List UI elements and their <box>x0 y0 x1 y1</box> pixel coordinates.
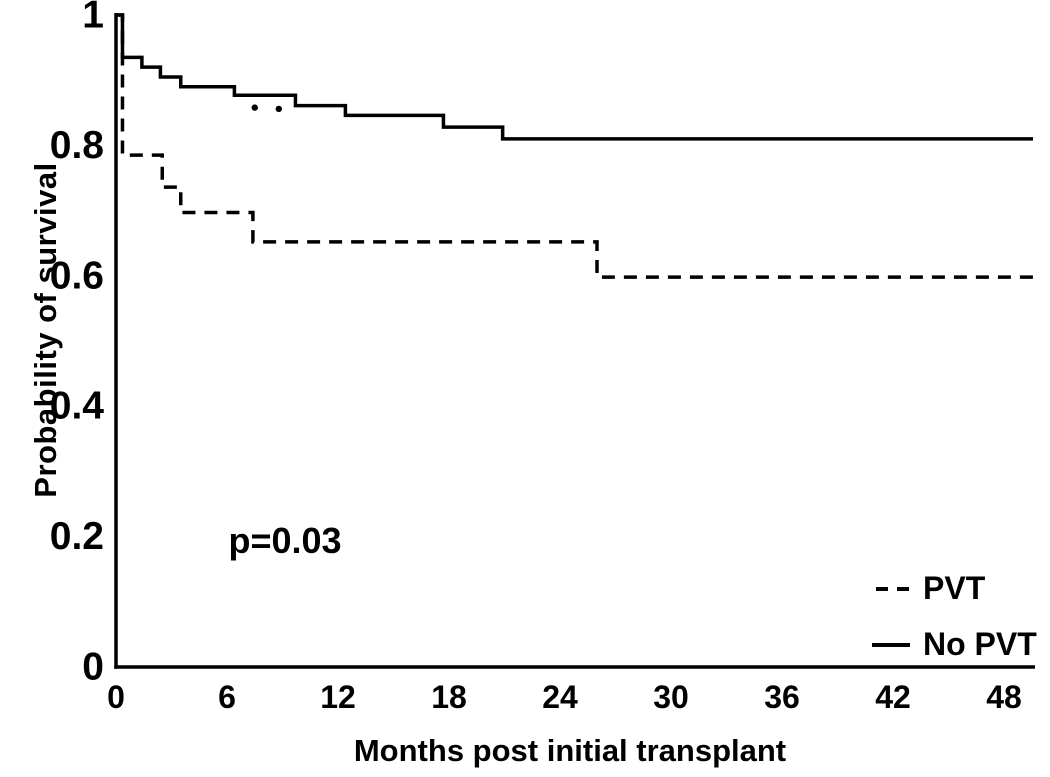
x-tick-label: 12 <box>320 679 356 715</box>
x-tick-label: 0 <box>107 679 125 715</box>
x-tick-label: 42 <box>875 679 911 715</box>
censor-mark <box>275 105 282 113</box>
x-tick-label: 6 <box>218 679 236 715</box>
dashed-line-sample-icon <box>876 586 910 591</box>
y-tick-label: 1 <box>82 0 104 37</box>
legend-label-pvt: PVT <box>923 570 986 606</box>
legend-label-no-pvt: No PVT <box>923 626 1037 662</box>
x-tick-label: 24 <box>542 679 578 715</box>
y-axis-title: Probability of survival <box>28 162 63 498</box>
curve-no-pvt <box>116 13 1033 141</box>
x-tick-label: 30 <box>653 679 689 715</box>
censor-mark <box>251 104 258 111</box>
x-tick-label: 48 <box>986 679 1022 715</box>
legend-item-pvt: PVT <box>876 570 985 607</box>
y-tick-label: 0.6 <box>50 254 104 297</box>
x-tick-label: 36 <box>764 679 800 715</box>
curve-pvt <box>116 13 1033 279</box>
y-tick-label: 0 <box>82 646 104 689</box>
legend-item-no-pvt: No PVT <box>872 626 1037 663</box>
y-tick-label: 0.2 <box>50 515 104 558</box>
p-value-annotation: p=0.03 <box>228 520 342 561</box>
y-tick-label: 0.4 <box>50 385 105 428</box>
x-tick-label: 18 <box>431 679 467 715</box>
y-tick-label: 0.8 <box>50 124 104 167</box>
x-axis-title: Months post initial transplant <box>353 733 787 768</box>
solid-line-sample-icon <box>872 642 910 647</box>
